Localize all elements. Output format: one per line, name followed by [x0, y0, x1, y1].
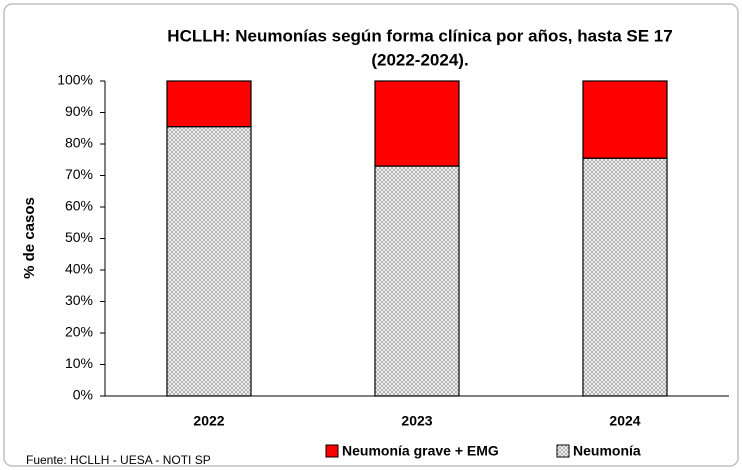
bar-segment — [166, 126, 252, 397]
y-tick-label: 30% — [65, 292, 93, 308]
bar-segment — [582, 157, 668, 397]
y-tick-label: 80% — [65, 135, 93, 151]
x-tick-label: 2024 — [609, 413, 640, 429]
source-note: Fuente: HCLLH - UESA - NOTI SP — [26, 453, 211, 467]
y-tick-label: 0% — [73, 387, 93, 403]
legend-label: Neumonía — [573, 443, 641, 459]
y-tick-label: 60% — [65, 198, 93, 214]
y-tick-label: 90% — [65, 103, 93, 119]
bar-segment — [374, 165, 460, 397]
y-tick-label: 100% — [57, 72, 93, 88]
y-axis-label: % de casos — [21, 197, 38, 279]
y-tick-label: 40% — [65, 261, 93, 277]
bar-segment — [374, 80, 460, 167]
chart-title: HCLLH: Neumonías según forma clínica por… — [167, 26, 672, 45]
y-tick-label: 10% — [65, 355, 93, 371]
y-tick-label: 70% — [65, 166, 93, 182]
legend-swatch — [325, 444, 339, 458]
bar-segment — [582, 80, 668, 159]
legend-swatch — [556, 444, 570, 458]
x-tick-label: 2022 — [193, 413, 224, 429]
y-tick-label: 50% — [65, 229, 93, 245]
bar-segment — [166, 80, 252, 128]
y-tick-label: 20% — [65, 324, 93, 340]
x-tick-label: 2023 — [401, 413, 432, 429]
legend-label: Neumonía grave + EMG — [342, 443, 499, 459]
chart-title: (2022-2024). — [371, 50, 468, 69]
